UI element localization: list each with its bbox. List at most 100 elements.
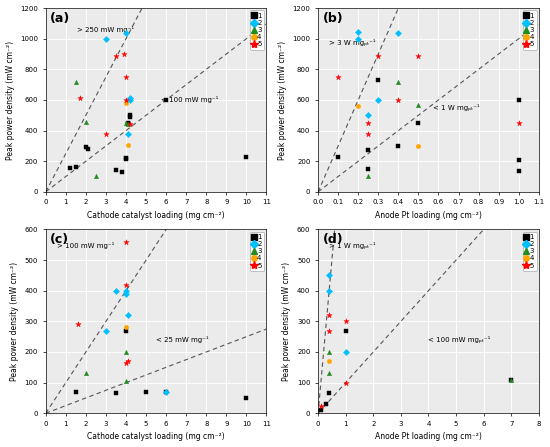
Point [354,28,362,35]
Point [125,95,134,102]
Point [414,142,423,149]
Point [364,165,373,173]
Point [414,101,423,108]
Point [125,112,134,119]
Y-axis label: Peak power density (mW cm⁻²): Peak power density (mW cm⁻²) [6,40,14,160]
Point [122,281,130,288]
Point [324,358,333,365]
Point [81,118,90,126]
Point [514,97,523,104]
Point [124,121,133,128]
Point [414,52,423,59]
Point [364,119,373,127]
Point [354,35,362,42]
Legend: 1, 2, 3, 4, 5: 1, 2, 3, 4, 5 [522,10,537,50]
Point [81,370,90,377]
Y-axis label: Peak power density (mW cm⁻²): Peak power density (mW cm⁻²) [282,262,292,381]
Point [342,318,350,325]
Point [125,121,134,128]
Point [122,119,130,127]
Point [514,156,523,163]
Legend: 1, 2, 3, 4, 5: 1, 2, 3, 4, 5 [250,10,265,50]
Point [124,358,133,365]
Point [342,327,350,334]
Text: (c): (c) [50,233,69,246]
Point [324,390,333,397]
Point [324,327,333,334]
Point [112,287,120,294]
Point [394,29,403,36]
Text: (d): (d) [322,233,343,246]
Point [242,154,251,161]
Point [374,97,383,104]
Point [75,94,84,101]
Point [122,324,130,331]
Point [124,130,133,137]
Text: < 25 mW mg⁻¹: < 25 mW mg⁻¹ [156,336,209,343]
Point [374,76,383,84]
Text: < 100 mW mgₚₜ⁻¹: < 100 mW mgₚₜ⁻¹ [428,336,491,343]
Point [102,35,111,42]
Point [72,163,80,170]
Point [122,97,130,104]
X-axis label: Anode Pt loading (mg cm⁻²): Anode Pt loading (mg cm⁻²) [375,432,482,442]
Legend: 1, 2, 3, 4, 5: 1, 2, 3, 4, 5 [522,232,537,271]
Point [84,145,92,152]
Text: > 1 W mgₚₜ⁻¹: > 1 W mgₚₜ⁻¹ [329,242,376,249]
Point [124,312,133,319]
Point [102,327,111,334]
Point [122,359,130,366]
Point [124,121,133,128]
X-axis label: Cathode catalyst loading (mg cm⁻²): Cathode catalyst loading (mg cm⁻²) [87,211,225,220]
Point [342,379,350,386]
Text: > 3 W mgₚₜ⁻¹: > 3 W mgₚₜ⁻¹ [329,39,376,46]
Y-axis label: Peak power density (mW cm⁻²): Peak power density (mW cm⁻²) [278,40,287,160]
Point [514,119,523,127]
Point [364,172,373,179]
Point [364,147,373,154]
Point [65,164,74,172]
Point [324,312,333,319]
Text: (a): (a) [50,12,70,25]
Point [322,401,331,408]
Point [122,73,130,80]
Point [507,376,516,383]
Point [394,142,403,149]
Point [122,99,130,106]
Point [122,29,130,36]
Point [122,155,130,162]
Point [122,287,130,294]
Y-axis label: Peak power density (mW cm⁻²): Peak power density (mW cm⁻²) [10,262,19,381]
Point [72,389,80,396]
Point [112,167,120,174]
Point [122,155,130,162]
Point [334,73,343,80]
Point [125,97,134,104]
Point [118,169,127,176]
Point [112,52,120,59]
Point [324,272,333,279]
Point [124,119,133,127]
Point [122,327,130,334]
Point [242,394,251,401]
Point [414,119,423,127]
Point [324,370,333,377]
Point [334,154,343,161]
Point [124,142,133,149]
Point [514,168,523,175]
Point [364,112,373,119]
Text: < 1 W mgₚₜ⁻¹: < 1 W mgₚₜ⁻¹ [433,104,480,110]
Point [102,130,111,137]
Point [507,376,516,383]
Point [162,388,170,396]
Point [324,287,333,294]
Point [91,172,100,179]
Point [316,407,325,414]
Point [74,321,82,328]
X-axis label: Anode Pt loading (mg cm⁻²): Anode Pt loading (mg cm⁻²) [375,211,482,220]
Point [122,290,130,297]
Point [364,130,373,137]
Point [122,238,130,245]
Point [374,52,383,59]
Point [122,378,130,385]
